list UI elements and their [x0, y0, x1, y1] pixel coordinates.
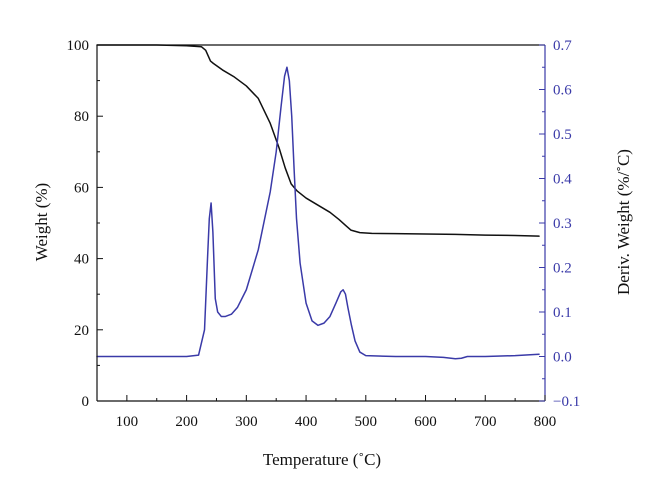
x-tick-label: 200: [175, 414, 198, 430]
x-tick-label: 100: [116, 414, 139, 430]
x-tick-label: 700: [474, 414, 497, 430]
x-axis-title: Temperature (˚C): [263, 450, 381, 469]
x-tick-label: 500: [355, 414, 378, 430]
y2-tick-label: 0.5: [553, 127, 572, 143]
y-tick-label: 40: [74, 252, 89, 268]
y2-tick-label: 0.2: [553, 261, 572, 277]
y2-tick-label: 0.4: [553, 172, 572, 188]
series-line-derivative-weight: [96, 66, 540, 360]
y2-tick-label: 0.7: [553, 38, 572, 54]
y2-tick-label: −0.1: [553, 394, 580, 410]
plot-background: [97, 45, 545, 401]
y2-tick-label: 0.3: [553, 216, 572, 232]
axes-layer: 100 200 300 400 500 600 700 800 0 20 40 60 80 100 −0.1…: [67, 38, 581, 430]
x-tick-label: 600: [414, 414, 437, 430]
y-tick-label: 60: [74, 180, 89, 196]
y2-axis-title: Deriv. Weight (%/˚C): [614, 149, 633, 295]
y2-tick-label: 0.6: [553, 83, 572, 99]
y2-tick-label: 0.0: [553, 350, 572, 366]
y2-tick-label: 0.1: [553, 305, 572, 321]
x-tick-label: 400: [295, 414, 318, 430]
y-axis-title: Weight (%): [32, 183, 51, 261]
y-tick-label: 80: [74, 109, 89, 125]
x-tick-label: 300: [235, 414, 258, 430]
y-tick-label: 20: [74, 323, 89, 339]
series-line-weight: [96, 44, 540, 237]
y-tick-label: 100: [67, 38, 90, 54]
plot-area: [97, 45, 545, 401]
y-tick-label: 0: [82, 394, 90, 410]
series-layer: [96, 44, 540, 360]
x-tick-label: 800: [534, 414, 557, 430]
